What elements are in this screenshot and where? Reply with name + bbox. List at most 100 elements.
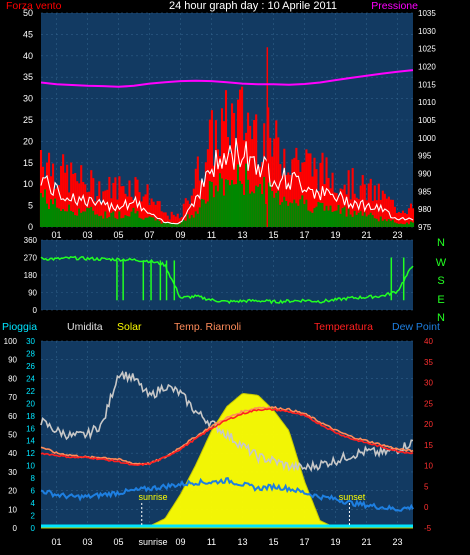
rain-tick-label: 18 <box>26 412 35 421</box>
hour-tick-label: 07 <box>144 230 154 240</box>
temperature-tick-label: 30 <box>424 379 433 388</box>
rain-tick-label: 4 <box>31 499 36 508</box>
compass-label: S <box>437 275 444 287</box>
rain-tick-label: 24 <box>26 374 35 383</box>
wind-tick-label: 35 <box>23 72 33 82</box>
hour-tick-label: 17 <box>299 537 309 547</box>
temperature-tick-label: 0 <box>424 503 429 512</box>
rain-tick-label: 6 <box>31 487 36 496</box>
wind-tick-label: 50 <box>23 8 33 18</box>
wind-tick-label: 0 <box>28 222 33 232</box>
temperature-tick-label: 25 <box>424 399 433 408</box>
hour-tick-label: 13 <box>237 230 247 240</box>
hour-tick-label: 19 <box>330 230 340 240</box>
humidity-tick-label: 10 <box>8 505 17 514</box>
hour-tick-label: 17 <box>299 230 309 240</box>
humidity-tick-label: 60 <box>8 412 17 421</box>
pressure-tick-label: 990 <box>418 170 432 179</box>
rain-tick-label: 14 <box>26 437 35 446</box>
sunrise-label: sunrise <box>138 492 167 502</box>
compass-label: E <box>437 294 444 306</box>
temp-riarnoli-line <box>40 405 414 466</box>
humidity-tick-label: 30 <box>8 468 17 477</box>
hour-tick-label: 01 <box>51 537 61 547</box>
temperature-tick-label: 15 <box>424 441 433 450</box>
wind-tick-label: 25 <box>23 115 33 125</box>
pressure-tick-label: 1025 <box>418 45 436 54</box>
temp-hum-solar-panel: 0102030405060708090100024681012141618202… <box>4 337 434 547</box>
rain-tick-label: 2 <box>31 512 36 521</box>
humidity-line <box>40 370 414 473</box>
wind-direction-series <box>40 255 414 305</box>
temp-hum-solar-ticks: 0102030405060708090100024681012141618202… <box>4 337 434 547</box>
temperature-tick-label: 40 <box>424 337 433 346</box>
dew-point-line <box>40 476 414 512</box>
direction-tick-label: 90 <box>28 289 37 298</box>
wind-tick-label: 10 <box>23 179 33 189</box>
humidity-tick-label: 40 <box>8 449 17 458</box>
humidity-tick-label: 50 <box>8 431 17 440</box>
legend-solar: Solar <box>117 321 142 333</box>
compass-label: N <box>437 237 445 249</box>
rain-tick-label: 26 <box>26 362 35 371</box>
temperature-tick-label: 5 <box>424 482 429 491</box>
rain-tick-label: 28 <box>26 349 35 358</box>
hour-tick-label: 13 <box>237 537 247 547</box>
hour-tick-label: 11 <box>207 230 216 240</box>
wind-tick-label: 15 <box>23 158 33 168</box>
wind-tick-label: 40 <box>23 51 33 61</box>
direction-tick-label: 270 <box>24 254 38 263</box>
hour-tick-label: 03 <box>82 537 92 547</box>
temperature-tick-label: -5 <box>424 524 432 533</box>
compass-label: W <box>436 257 447 269</box>
wind-direction-grid <box>41 239 413 311</box>
pressure-axis-label: Pressione <box>371 0 418 12</box>
wind-pressure-series <box>39 47 415 227</box>
rain-tick-label: 20 <box>26 399 35 408</box>
pressure-tick-label: 1010 <box>418 98 436 107</box>
sunrise-axis-label: sunrise <box>138 537 167 547</box>
rain-tick-label: 30 <box>26 337 35 346</box>
pressure-tick-label: 1015 <box>418 80 436 89</box>
wind-direction-line <box>40 255 414 305</box>
hour-tick-label: 11 <box>207 537 216 547</box>
solar-area <box>41 392 413 529</box>
wind-pressure-grid <box>41 12 413 228</box>
pressure-line <box>40 69 414 88</box>
pressure-tick-label: 1035 <box>418 9 436 18</box>
legend: Pioggia Umidita Solar Temp. Riarnoli Tem… <box>2 321 440 333</box>
legend-temp-riarnoli: Temp. Riarnoli <box>174 321 241 333</box>
direction-tick-label: 180 <box>24 271 38 280</box>
rain-tick-label: 12 <box>26 449 35 458</box>
direction-tick-label: 0 <box>33 306 38 315</box>
chart-title: 24 hour graph day : 10 Aprile 2011 <box>169 0 337 12</box>
wind-tick-label: 30 <box>23 94 33 104</box>
rain-tick-label: 10 <box>26 462 35 471</box>
humidity-tick-label: 0 <box>13 524 18 533</box>
temperature-tick-label: 10 <box>424 462 433 471</box>
hour-tick-label: 21 <box>361 537 371 547</box>
legend-temperature: Temperatura <box>314 321 373 333</box>
humidity-tick-label: 80 <box>8 374 17 383</box>
hour-tick-label: 21 <box>361 230 371 240</box>
pressure-tick-label: 995 <box>418 152 432 161</box>
legend-humidity: Umidita <box>67 321 103 333</box>
pressure-tick-label: 1030 <box>418 27 436 36</box>
compass-label: N <box>437 312 445 324</box>
hour-tick-label: 09 <box>175 537 185 547</box>
legend-dew-point: Dew Point <box>392 321 440 333</box>
wind-pressure-ticks: 0510152025303540455097598098599099510001… <box>23 8 436 240</box>
wind-gust-line <box>40 137 414 225</box>
hour-tick-label: 15 <box>268 537 278 547</box>
direction-tick-label: 360 <box>24 236 38 245</box>
temperature-tick-label: 35 <box>424 358 433 367</box>
rain-tick-label: 22 <box>26 387 35 396</box>
pressure-tick-label: 1020 <box>418 63 436 72</box>
temp-hum-solar-series <box>40 370 414 529</box>
sunset-label: sunset <box>339 492 366 502</box>
wind-tick-label: 45 <box>23 29 33 39</box>
wind-tick-label: 20 <box>23 136 33 146</box>
hour-tick-label: 05 <box>113 537 123 547</box>
